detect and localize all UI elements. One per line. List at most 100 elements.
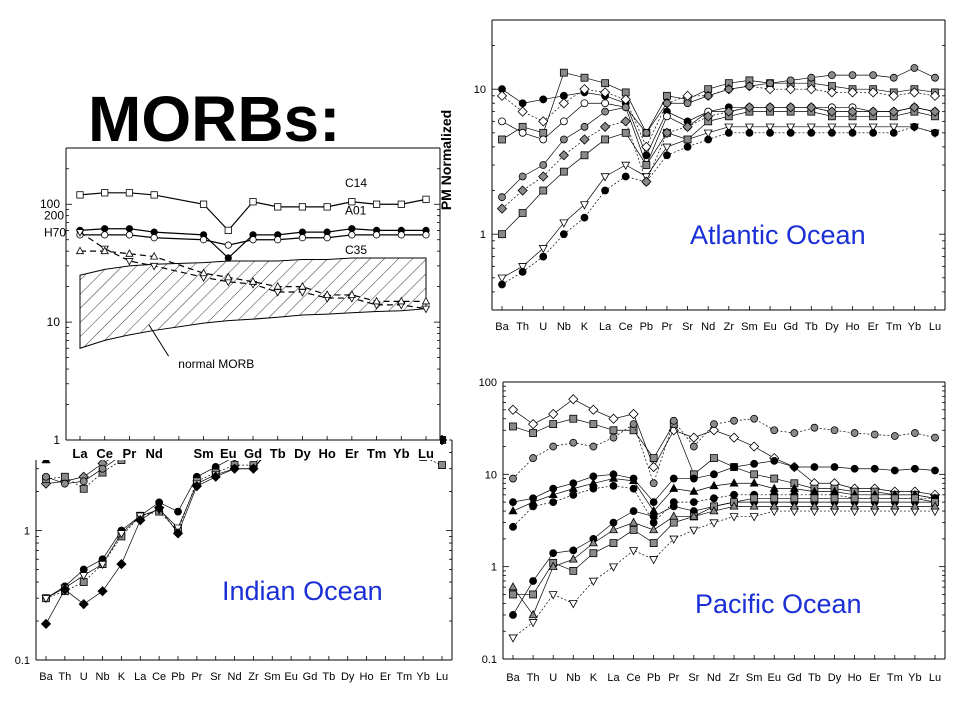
x-tick-label: Sr (688, 672, 699, 684)
x-tick-label: Pr (123, 446, 137, 461)
x-tick-label: Er (868, 321, 879, 333)
series-line (512, 418, 936, 499)
data-point (830, 463, 839, 471)
data-point (750, 459, 759, 468)
x-tick-labels: Ba Th U Nb K La Ce Pb Pr Sr Nd Zr Sm Eu Gd Tb Dy Ho Er Tm Yb… (506, 655, 941, 684)
data-point (101, 231, 109, 239)
series-line (512, 398, 936, 496)
series-2 (509, 414, 939, 488)
data-point (548, 561, 558, 570)
data-point (789, 501, 799, 510)
data-point (588, 404, 599, 415)
data-point (710, 494, 718, 503)
x-tick-label: Ba (506, 672, 520, 684)
data-point (683, 142, 692, 151)
series-line (501, 106, 936, 209)
data-point (850, 464, 859, 473)
data-point (100, 246, 109, 255)
data-point (669, 518, 678, 527)
series-line (512, 506, 935, 616)
data-point (723, 106, 734, 117)
x-tick-label: Eu (768, 672, 781, 684)
x-tick-label: U (539, 321, 547, 333)
data-point (568, 600, 578, 609)
data-point (828, 128, 836, 137)
x-tick-label: Er (869, 672, 880, 684)
data-point (829, 501, 840, 510)
data-point (372, 231, 381, 239)
data-point (210, 471, 221, 482)
x-tick-label: Tb (808, 672, 821, 684)
data-point (827, 123, 837, 132)
data-point (642, 128, 651, 137)
data-point (850, 501, 860, 510)
x-tick-label: Sm (264, 671, 281, 683)
series-line (80, 250, 426, 302)
series-7 (498, 64, 939, 202)
data-point (599, 121, 611, 132)
data-point (150, 191, 158, 199)
data-point (101, 189, 109, 197)
data-point (765, 123, 775, 132)
data-point (422, 231, 430, 239)
x-tick-label: Pb (640, 321, 653, 333)
data-point (807, 128, 816, 137)
data-point (579, 84, 590, 95)
data-point (569, 414, 578, 423)
data-point (496, 90, 508, 101)
x-tick-label: Tb (322, 671, 335, 683)
data-point (549, 420, 558, 428)
y-tick-label: 100 (479, 377, 497, 389)
x-tick-label: Nb (566, 672, 580, 684)
data-point (682, 121, 693, 132)
x-tick-label: Yb (908, 672, 921, 684)
series-line (501, 72, 936, 140)
data-point (548, 489, 558, 499)
data-point (559, 135, 568, 144)
data-point (154, 502, 165, 513)
data-point (810, 494, 819, 503)
data-point (770, 456, 779, 465)
data-point (41, 595, 51, 604)
data-point (78, 599, 89, 610)
data-point (539, 128, 548, 137)
data-point (539, 135, 548, 144)
data-point (764, 84, 776, 95)
data-point (323, 234, 331, 242)
data-point (116, 559, 127, 570)
data-point (150, 234, 158, 242)
data-point (498, 117, 506, 126)
data-point (224, 272, 233, 281)
data-point (608, 473, 619, 482)
axes-frame (491, 19, 946, 311)
data-point (749, 513, 759, 522)
data-point (710, 470, 718, 479)
y-tick-label: 0.1 (15, 655, 30, 667)
data-point (172, 528, 184, 539)
series-line (512, 510, 935, 638)
data-point (498, 280, 506, 289)
data-point (790, 494, 799, 503)
data-point (559, 117, 568, 126)
band-label-pointer (148, 324, 169, 357)
data-point (98, 560, 108, 570)
x-tick-label: Pb (647, 672, 660, 684)
data-point (628, 408, 639, 420)
series-2 (496, 80, 941, 152)
data-point (422, 195, 430, 203)
data-point (528, 609, 538, 619)
x-tick-label: Dy (825, 321, 839, 333)
data-point (749, 441, 760, 452)
data-point (518, 263, 528, 272)
data-point (669, 474, 678, 483)
x-tick-label: La (72, 446, 88, 461)
series-name-label: C35 (345, 243, 367, 257)
data-point (273, 281, 282, 290)
data-point (661, 127, 673, 138)
data-point (125, 249, 134, 257)
x-tick-label: Ce (152, 671, 166, 683)
x-tick-label: Nb (557, 321, 571, 333)
data-point (729, 478, 739, 487)
indian-title: Indian Ocean (222, 576, 383, 606)
y-tick-labels: 1 10 100 (40, 197, 60, 447)
